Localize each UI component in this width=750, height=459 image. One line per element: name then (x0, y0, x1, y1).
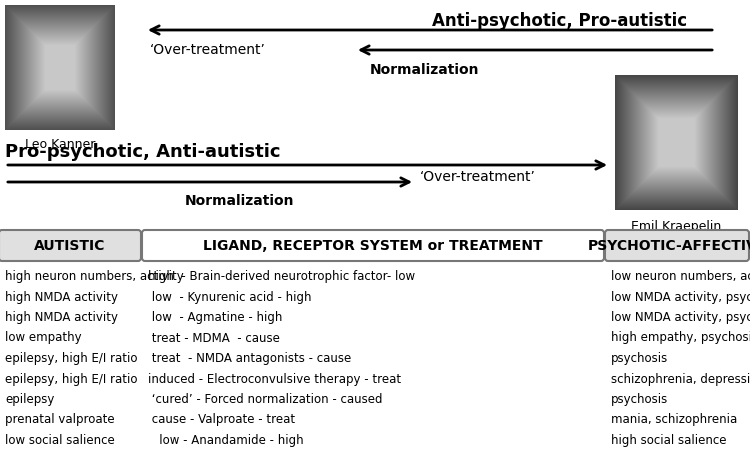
Text: AUTISTIC: AUTISTIC (34, 239, 106, 252)
Text: Normalization: Normalization (185, 194, 295, 208)
Text: Leo Kanner: Leo Kanner (25, 138, 95, 151)
Text: low  - Agmatine - high: low - Agmatine - high (148, 311, 282, 324)
Text: Normalization: Normalization (370, 63, 479, 77)
Text: low empathy: low empathy (5, 331, 82, 345)
Text: treat - MDMA  - cause: treat - MDMA - cause (148, 331, 280, 345)
Text: Pro-psychotic, Anti-autistic: Pro-psychotic, Anti-autistic (5, 143, 280, 161)
Text: high NMDA activity: high NMDA activity (5, 311, 118, 324)
Text: prenatal valproate: prenatal valproate (5, 414, 115, 426)
Text: treat  - NMDA antagonists - cause: treat - NMDA antagonists - cause (148, 352, 351, 365)
Text: cause - Valproate - treat: cause - Valproate - treat (148, 414, 295, 426)
Text: low NMDA activity, psychosis: low NMDA activity, psychosis (611, 311, 750, 324)
Text: Emil Kraepelin: Emil Kraepelin (631, 220, 722, 233)
Text: ‘Over-treatment’: ‘Over-treatment’ (150, 43, 266, 57)
Text: LIGAND, RECEPTOR SYSTEM or TREATMENT: LIGAND, RECEPTOR SYSTEM or TREATMENT (203, 239, 543, 252)
Text: low  - Kynurenic acid - high: low - Kynurenic acid - high (148, 291, 311, 303)
Text: psychosis: psychosis (611, 352, 668, 365)
FancyBboxPatch shape (0, 230, 141, 261)
Text: high NMDA activity: high NMDA activity (5, 291, 118, 303)
Text: ‘Over-treatment’: ‘Over-treatment’ (420, 170, 536, 184)
Text: high  - Brain-derived neurotrophic factor- low: high - Brain-derived neurotrophic factor… (148, 270, 416, 283)
Text: PSYCHOTIC-AFFECTIVE: PSYCHOTIC-AFFECTIVE (587, 239, 750, 252)
Text: low social salience: low social salience (5, 434, 115, 447)
Text: Anti-psychotic, Pro-autistic: Anti-psychotic, Pro-autistic (433, 12, 688, 30)
Text: epilepsy, high E/I ratio: epilepsy, high E/I ratio (5, 373, 137, 386)
Text: high empathy, psychosis: high empathy, psychosis (611, 331, 750, 345)
Text: low NMDA activity, psychosis: low NMDA activity, psychosis (611, 291, 750, 303)
Text: induced - Electroconvulsive therapy - treat: induced - Electroconvulsive therapy - tr… (148, 373, 401, 386)
Text: epilepsy: epilepsy (5, 393, 54, 406)
Text: low - Anandamide - high: low - Anandamide - high (148, 434, 304, 447)
Text: schizophrenia, depression: schizophrenia, depression (611, 373, 750, 386)
Text: high neuron numbers, activity: high neuron numbers, activity (5, 270, 184, 283)
Text: low neuron numbers, activity: low neuron numbers, activity (611, 270, 750, 283)
Text: ‘cured’ - Forced normalization - caused: ‘cured’ - Forced normalization - caused (148, 393, 382, 406)
FancyBboxPatch shape (605, 230, 749, 261)
Text: epilepsy, high E/I ratio: epilepsy, high E/I ratio (5, 352, 137, 365)
Text: high social salience: high social salience (611, 434, 727, 447)
FancyBboxPatch shape (142, 230, 604, 261)
Text: mania, schizophrenia: mania, schizophrenia (611, 414, 737, 426)
Text: psychosis: psychosis (611, 393, 668, 406)
